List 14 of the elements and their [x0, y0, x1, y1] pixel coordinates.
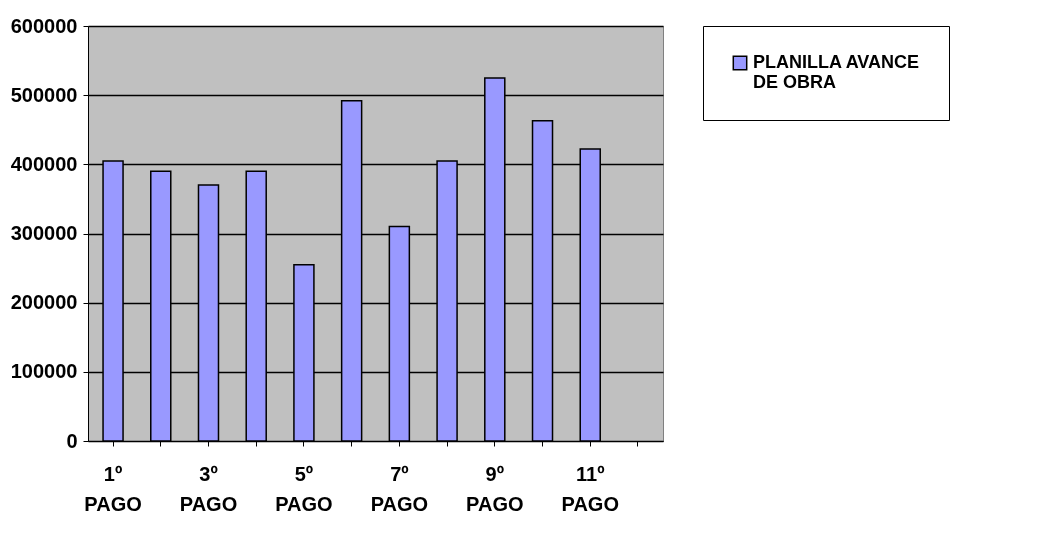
x-tick-label: 3º PAGO [179, 462, 238, 515]
y-tick-label: 100000 [10, 360, 78, 383]
y-tick-label: 300000 [10, 222, 78, 244]
legend-label: PLANILLA AVANCE DE OBRA [753, 52, 919, 92]
y-tick-label: 600000 [10, 14, 78, 37]
y-tick-label: 400000 [10, 152, 78, 175]
y-tick-label: 200000 [10, 291, 78, 314]
x-tick-label: 11º PAGO [561, 462, 619, 515]
x-tick-label: 9º PAGO [466, 462, 524, 515]
y-tick-label: 500000 [10, 83, 78, 106]
x-tick-label: 1º PAGO [84, 462, 142, 515]
x-tick-label: 7º PAGO [370, 462, 429, 515]
x-tick-label: 5º PAGO [275, 462, 333, 515]
y-tick-label: 0 [66, 429, 78, 452]
